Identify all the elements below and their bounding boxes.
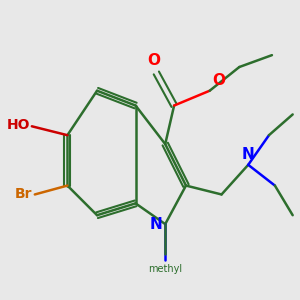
Text: N: N [242, 147, 255, 162]
Text: O: O [147, 53, 160, 68]
Text: Br: Br [14, 188, 32, 202]
Text: HO: HO [7, 118, 30, 132]
Text: methyl: methyl [148, 264, 182, 274]
Text: O: O [213, 73, 226, 88]
Text: N: N [149, 217, 162, 232]
